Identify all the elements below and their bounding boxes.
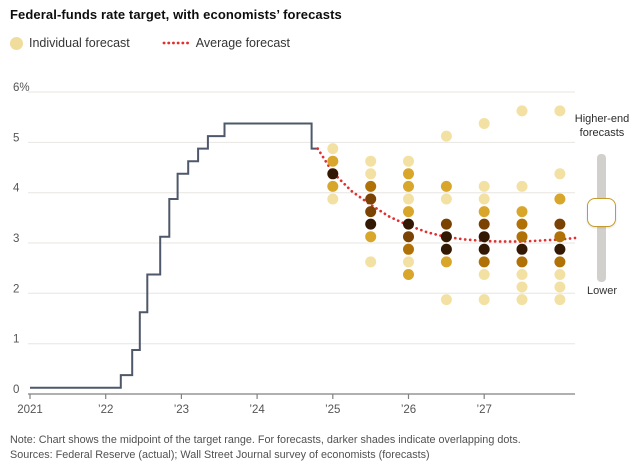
y-tick-label: 3 bbox=[13, 233, 19, 245]
forecast-dot bbox=[365, 168, 377, 180]
forecast-dot bbox=[554, 269, 566, 280]
forecast-dot bbox=[478, 180, 490, 192]
forecast-dot bbox=[440, 180, 452, 192]
forecast-dot bbox=[327, 143, 339, 155]
actual-rate-line bbox=[30, 122, 318, 389]
x-tick-label: ’23 bbox=[174, 404, 189, 416]
forecast-dot bbox=[554, 168, 566, 180]
forecast-dot bbox=[516, 231, 528, 243]
forecast-dot bbox=[327, 155, 339, 167]
forecast-dot bbox=[478, 118, 490, 129]
slider-top-label-line2: forecasts bbox=[579, 127, 625, 139]
x-tick-label: 2021 bbox=[17, 404, 43, 416]
forecast-dot bbox=[440, 256, 452, 268]
forecast-dot bbox=[478, 294, 490, 306]
forecast-dot bbox=[403, 168, 414, 180]
forecast-dot bbox=[365, 193, 377, 205]
forecast-dot bbox=[516, 206, 528, 218]
forecast-dot bbox=[440, 130, 452, 142]
forecast-dot bbox=[554, 243, 566, 255]
note-text: Note: Chart shows the midpoint of the ta… bbox=[10, 434, 521, 446]
forecast-dot bbox=[554, 294, 566, 306]
average-forecast-line-icon bbox=[162, 41, 190, 45]
forecast-dot bbox=[327, 180, 339, 192]
forecast-dot bbox=[516, 218, 528, 230]
forecast-dot bbox=[403, 180, 414, 192]
forecast-dot bbox=[554, 256, 566, 268]
forecast-dot bbox=[440, 243, 452, 255]
forecast-dot bbox=[403, 269, 414, 280]
forecast-dot bbox=[516, 281, 528, 293]
forecast-dot bbox=[554, 218, 566, 230]
x-tick-label: ’24 bbox=[249, 404, 265, 416]
forecast-dot bbox=[516, 294, 528, 306]
forecast-dot bbox=[365, 180, 377, 192]
forecast-dot bbox=[327, 168, 339, 180]
forecast-dot bbox=[516, 243, 528, 255]
forecast-dot bbox=[403, 231, 414, 243]
forecast-dot bbox=[478, 256, 490, 268]
forecast-dot bbox=[365, 206, 377, 218]
legend-average-label: Average forecast bbox=[195, 36, 291, 50]
forecast-dot bbox=[516, 269, 528, 280]
footnotes: Note: Chart shows the midpoint of the ta… bbox=[10, 433, 620, 463]
forecast-dot bbox=[478, 193, 490, 205]
forecast-dot bbox=[478, 206, 490, 218]
forecast-dot bbox=[516, 180, 528, 192]
forecast-range-slider: Higher-end forecasts Lower bbox=[570, 112, 634, 297]
forecast-dot bbox=[365, 155, 377, 167]
forecast-dot bbox=[516, 256, 528, 268]
individual-forecast-dot-icon bbox=[10, 36, 23, 50]
forecast-dot bbox=[554, 193, 566, 205]
slider-top-label-line1: Higher-end bbox=[574, 113, 630, 125]
y-tick-label: 0 bbox=[13, 384, 19, 396]
x-tick-label: ’22 bbox=[98, 404, 113, 416]
forecast-dot bbox=[403, 218, 414, 230]
forecast-dot bbox=[440, 218, 452, 230]
forecast-dot bbox=[554, 231, 566, 243]
x-tick-label: ’26 bbox=[401, 404, 416, 416]
slider-handle[interactable] bbox=[587, 198, 616, 227]
forecast-dot bbox=[365, 218, 377, 230]
y-tick-label: 5 bbox=[13, 132, 19, 144]
y-tick-label: 4 bbox=[13, 183, 20, 195]
forecast-dot bbox=[403, 193, 414, 205]
forecast-dot bbox=[516, 105, 528, 117]
forecast-dot bbox=[478, 243, 490, 255]
y-tick-label: 2 bbox=[13, 283, 19, 295]
forecast-dot bbox=[440, 294, 452, 306]
y-tick-label: 6% bbox=[13, 82, 30, 94]
forecast-dot bbox=[403, 243, 414, 255]
forecast-dot bbox=[440, 231, 452, 243]
forecast-dot bbox=[327, 193, 339, 205]
chart-title: Federal-funds rate target, with economis… bbox=[10, 7, 342, 22]
chart-canvas: 2021 ’22 ’23 ’24 ’25 ’26 ’27 0 1 2 3 4 5 6% bbox=[13, 82, 577, 416]
x-tick-label: ’25 bbox=[325, 404, 340, 416]
forecast-dot bbox=[440, 193, 452, 205]
forecast-dot bbox=[478, 218, 490, 230]
x-tick-label: ’27 bbox=[477, 404, 492, 416]
forecast-dot bbox=[365, 256, 377, 268]
forecast-dot bbox=[554, 105, 566, 117]
sources-text: Sources: Federal Reserve (actual); Wall … bbox=[10, 449, 430, 461]
legend: Individual forecast Average forecast bbox=[10, 36, 290, 50]
forecast-dot bbox=[478, 231, 490, 243]
forecast-dot bbox=[403, 155, 414, 167]
forecast-dot bbox=[554, 281, 566, 293]
slider-bottom-label: Lower bbox=[587, 285, 617, 297]
forecast-dot bbox=[478, 269, 490, 280]
forecast-dot bbox=[365, 231, 377, 243]
legend-individual-label: Individual forecast bbox=[29, 36, 130, 50]
y-tick-label: 1 bbox=[13, 334, 19, 346]
forecast-dot bbox=[403, 206, 414, 218]
forecast-dot bbox=[403, 256, 414, 268]
